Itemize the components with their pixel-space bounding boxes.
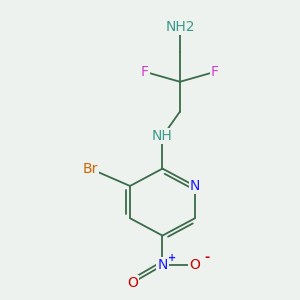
Text: NH: NH — [152, 129, 173, 143]
Text: +: + — [168, 253, 176, 263]
Text: F: F — [211, 65, 219, 79]
Text: O: O — [190, 258, 200, 272]
Text: N: N — [157, 258, 168, 272]
Text: N: N — [190, 179, 200, 193]
Text: NH2: NH2 — [165, 20, 195, 34]
Text: Br: Br — [82, 162, 98, 176]
Text: F: F — [141, 65, 149, 79]
Text: -: - — [205, 251, 210, 264]
Text: O: O — [127, 276, 138, 290]
